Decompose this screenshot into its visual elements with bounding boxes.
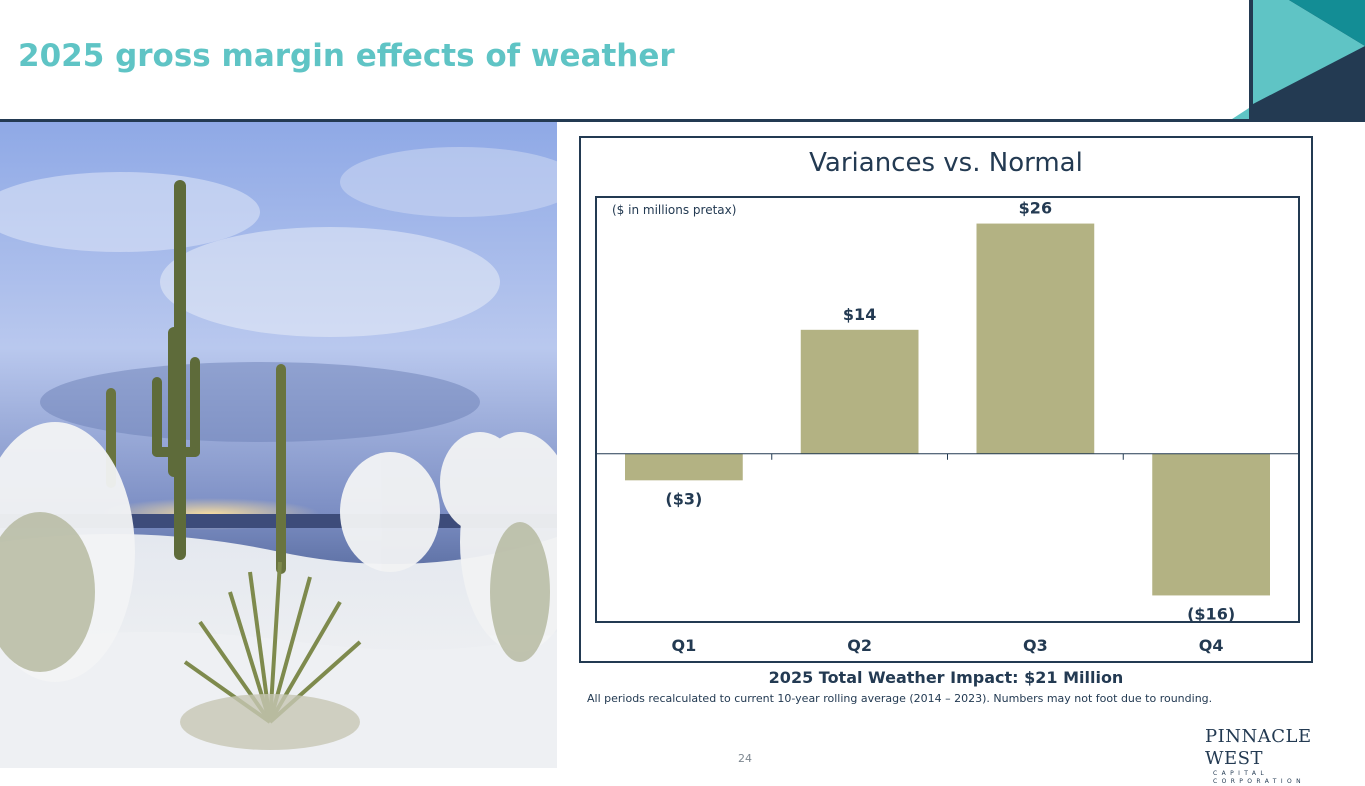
- value-label-q1: ($3): [665, 489, 702, 508]
- plot-area-border: [595, 196, 1300, 623]
- unit-note: ($ in millions pretax): [612, 203, 736, 217]
- value-label-q2: $14: [843, 305, 876, 324]
- slide-title: 2025 gross margin effects of weather: [18, 38, 675, 74]
- saguaro-tall: [152, 180, 200, 560]
- page-number: 24: [738, 752, 752, 765]
- value-label-q3: $26: [1019, 199, 1052, 218]
- snowy-desert-saguaro-image: [0, 122, 557, 768]
- corner-teal-triangle: [1253, 0, 1365, 104]
- corner-decoration: [1229, 0, 1365, 121]
- total-weather-impact: 2025 Total Weather Impact: $21 Million: [768, 668, 1124, 687]
- chart-title: Variances vs. Normal: [809, 148, 1083, 178]
- category-label-q2: Q2: [847, 636, 872, 655]
- category-label-q4: Q4: [1199, 636, 1224, 655]
- bar-q4: [1152, 453, 1271, 596]
- category-label-q3: Q3: [1023, 636, 1048, 655]
- category-label-q1: Q1: [672, 636, 697, 655]
- logo-tagline: CAPITAL CORPORATION: [1213, 770, 1306, 785]
- chart-frame: [579, 136, 1313, 663]
- footnote: All periods recalculated to current 10-y…: [587, 692, 1213, 705]
- bar-q1: [624, 453, 743, 481]
- value-label-q4: ($16): [1187, 604, 1235, 623]
- corner-dark-teal-triangle: [1289, 0, 1365, 46]
- corner-teal-sliver: [1229, 108, 1249, 121]
- header-rule: [0, 119, 1365, 122]
- bar-chart: ($ in millions pretax) ($3) $14 $26 ($16) Q…: [595, 196, 1300, 655]
- logo-name: PINNACLE WEST: [1205, 726, 1312, 769]
- bar-q3: [976, 223, 1095, 454]
- pinnacle-west-logo: PINNACLE WEST CAPITAL CORPORATION: [1205, 726, 1365, 786]
- bar-q2: [800, 329, 919, 454]
